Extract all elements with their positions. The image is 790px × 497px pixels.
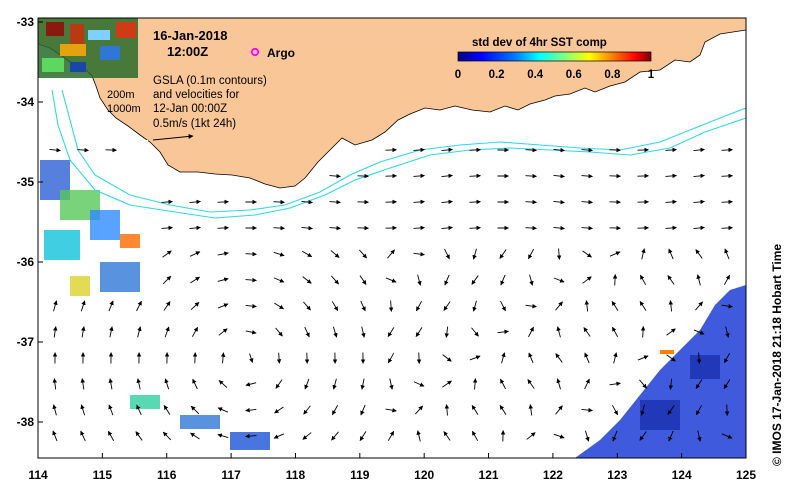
- x-tick-label: 114: [28, 468, 48, 482]
- colorbar-tick-label: 0.6: [566, 69, 582, 81]
- y-tick-label: -34: [17, 95, 35, 109]
- note-line-4: 0.5m/s (1kt 24h): [153, 118, 236, 130]
- y-tick-label: -38: [17, 415, 35, 429]
- map-time: 12:00Z: [167, 44, 208, 59]
- x-tick-label: 121: [479, 468, 499, 482]
- y-tick-label: -35: [17, 175, 35, 189]
- x-tick-label: 124: [672, 468, 692, 482]
- x-tick-label: 120: [414, 468, 434, 482]
- x-tick-label: 125: [736, 468, 756, 482]
- note-line-2: and velocities for: [153, 89, 239, 101]
- colorbar-tick-label: 0.4: [527, 69, 544, 81]
- velocity-arrow-icon: [615, 275, 616, 286]
- velocity-arrow-icon: [279, 353, 280, 364]
- argo-label: Argo: [267, 46, 295, 60]
- x-tick-label: 117: [221, 468, 241, 482]
- credit-text: © IMOS 17-Jan-2018 21:18 Hobart Time: [770, 244, 784, 466]
- colorbar-tick-label: 0: [455, 69, 461, 81]
- velocity-arrow-icon: [246, 254, 257, 255]
- sst-patch-nw: [38, 18, 138, 78]
- x-tick-label: 119: [350, 468, 370, 482]
- y-tick-label: -36: [17, 255, 35, 269]
- x-tick-label: 116: [157, 468, 177, 482]
- colorbar-tick-label: 0.2: [489, 69, 505, 81]
- isobath-200-label: 200m: [107, 89, 135, 101]
- isobath-1000-label: 1000m: [107, 103, 141, 115]
- velocity-arrow-icon: [727, 405, 728, 416]
- x-tick-label: 122: [543, 468, 563, 482]
- x-tick-label: 123: [607, 468, 627, 482]
- map-date: 16-Jan-2018: [153, 28, 227, 43]
- colorbar-tick-label: 0.8: [604, 69, 621, 81]
- sst-patch-west-shelf: [38, 140, 148, 300]
- note-line-1: GSLA (0.1m contours): [153, 75, 267, 87]
- note-line-3: 12-Jan 00:00Z: [153, 103, 227, 115]
- x-tick-label: 115: [93, 468, 113, 482]
- colorbar-tick-label: 1: [648, 69, 655, 81]
- y-tick-label: -33: [17, 15, 35, 29]
- x-tick-label: 118: [286, 468, 306, 482]
- colorbar: [458, 52, 651, 61]
- y-tick-label: -37: [17, 335, 35, 349]
- colorbar-title: std dev of 4hr SST comp: [472, 37, 607, 49]
